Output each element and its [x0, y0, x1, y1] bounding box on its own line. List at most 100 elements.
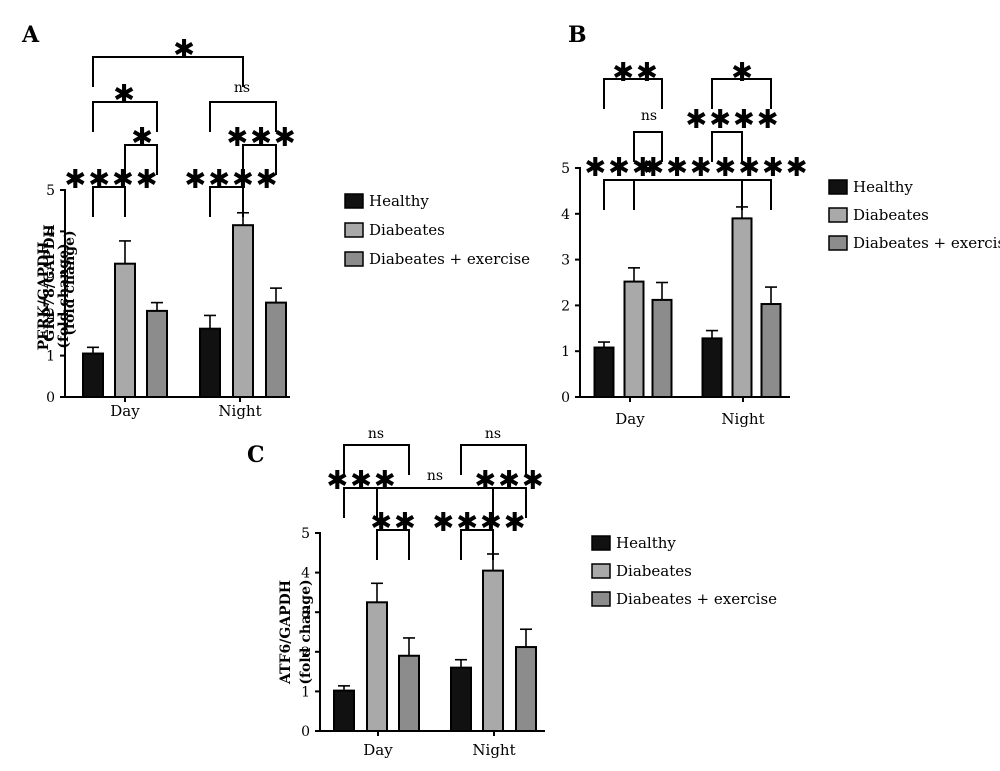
y-tick-label: 4: [561, 207, 570, 223]
legend-swatch: [828, 235, 848, 251]
significance-bracket: [492, 487, 527, 518]
bar-day-0: [82, 352, 104, 398]
bar-day-1: [623, 280, 645, 399]
legend-label: Healthy: [853, 178, 913, 196]
legend-label: Diabeates: [853, 206, 929, 224]
panel-label: A: [21, 22, 40, 48]
y-tick-label: 3: [46, 266, 55, 282]
significance-bracket: [209, 101, 277, 132]
bar-day-2: [398, 654, 420, 733]
y-axis-title-line1: ATF6/GAPDH: [278, 580, 294, 685]
y-tick-label: 4: [301, 566, 310, 582]
bar-day-1: [114, 262, 136, 398]
significance-label: ns: [427, 468, 443, 484]
bar-night-1: [482, 569, 504, 732]
y-axis-title: GRP78/GAPDH (fold change): [42, 224, 78, 341]
bar-night-0: [701, 337, 723, 399]
y-tick-label: 5: [46, 183, 55, 199]
x-tick-label: Day: [615, 410, 645, 428]
legend-label: Diabeates + exercise: [369, 250, 530, 268]
significance-label: ✱: [173, 35, 197, 65]
y-tick-label: 1: [301, 684, 310, 700]
legend-swatch: [828, 179, 848, 195]
bar-night-0: [450, 666, 472, 733]
significance-label: ✱✱✱: [584, 153, 655, 183]
x-tick-label: Day: [363, 741, 393, 759]
panel-label: C: [247, 442, 265, 468]
significance-label: ✱✱✱✱: [714, 153, 809, 183]
x-tick-label: Day: [110, 402, 140, 420]
y-tick-label: 5: [301, 526, 310, 542]
x-tick-label: Night: [721, 410, 764, 428]
legend-label: Diabeates + exercise: [853, 234, 1000, 252]
significance-label: ✱✱✱: [326, 466, 397, 496]
significance-bracket: [603, 179, 635, 210]
y-tick-label: 0: [301, 724, 310, 740]
significance-bracket: [209, 186, 244, 217]
significance-bracket: [460, 444, 527, 475]
bar-night-1: [731, 217, 753, 398]
legend-label: Diabeates + exercise: [616, 590, 777, 608]
y-tick-label: 4: [46, 224, 55, 240]
y-tick-label: 5: [561, 161, 570, 177]
significance-label: ✱✱✱✱: [432, 508, 527, 538]
legend-label: Diabeates: [616, 562, 692, 580]
legend-label: Healthy: [616, 534, 676, 552]
legend-swatch: [591, 563, 611, 579]
significance-label: ✱✱: [370, 508, 418, 538]
significance-bracket: [124, 144, 158, 175]
y-tick-label: 2: [46, 307, 55, 323]
y-axis-title-line1: PERK/GAPDH: [36, 242, 52, 351]
x-tick-label: Night: [472, 741, 515, 759]
y-tick-label: 1: [46, 349, 55, 365]
significance-bracket: [376, 529, 410, 560]
bar-day-0: [593, 346, 615, 399]
x-tick-label: Night: [218, 402, 261, 420]
significance-bracket: [92, 186, 126, 217]
significance-bracket: [92, 101, 158, 132]
bar-day-0: [333, 689, 355, 732]
significance-bracket: [633, 131, 663, 162]
significance-label: ns: [368, 426, 384, 442]
significance-bracket: [343, 444, 410, 475]
significance-bracket: [603, 78, 663, 109]
bar-night-2: [265, 301, 287, 398]
bar-night-2: [515, 646, 537, 732]
legend-swatch: [344, 251, 364, 267]
legend-label: Diabeates: [369, 221, 445, 239]
y-tick-label: 1: [561, 344, 570, 360]
significance-label: ns: [641, 108, 657, 124]
significance-label: ✱✱✱✱: [685, 105, 780, 135]
panel-label: B: [568, 22, 587, 48]
significance-bracket: [460, 529, 494, 560]
significance-label: ✱✱: [612, 58, 660, 88]
y-tick-label: 0: [561, 390, 570, 406]
panel-c: C ATF6/GAPDH (fold change) 0 1 2 3 4 5 Day Night ns…: [247, 426, 777, 759]
y-tick-label: 3: [561, 253, 570, 269]
y-axis-title-line2: (fold change): [298, 579, 314, 684]
y-axis-title: ATF6/GAPDH (fold change): [278, 579, 314, 685]
significance-label: ✱: [113, 80, 137, 110]
significance-label: ns: [234, 80, 250, 96]
y-tick-label: 3: [301, 605, 310, 621]
significance-bracket: [711, 78, 772, 109]
y-axis-title-line2: (fold change): [62, 230, 78, 335]
bar-day-2: [146, 309, 168, 398]
bar-night-0: [199, 327, 221, 398]
bar-day-1: [366, 601, 388, 732]
panel-b: B GRP78/GAPDH (fold change) 0 1 2 3 4 5 Day Night ✱…: [42, 22, 1000, 428]
significance-label: ns: [485, 426, 501, 442]
legend-swatch: [591, 591, 611, 607]
significance-label: ✱✱✱✱: [184, 165, 279, 195]
significance-bracket: [711, 131, 743, 162]
y-axis-title-line1: GRP78/GAPDH: [42, 224, 58, 341]
y-tick-label: 2: [561, 298, 570, 314]
significance-bracket: [242, 144, 277, 175]
significance-label: ✱✱✱: [226, 123, 297, 153]
legend-swatch: [828, 207, 848, 223]
legend-label: Healthy: [369, 192, 429, 210]
bar-night-1: [232, 224, 254, 398]
significance-label: ✱✱✱✱: [64, 165, 159, 195]
